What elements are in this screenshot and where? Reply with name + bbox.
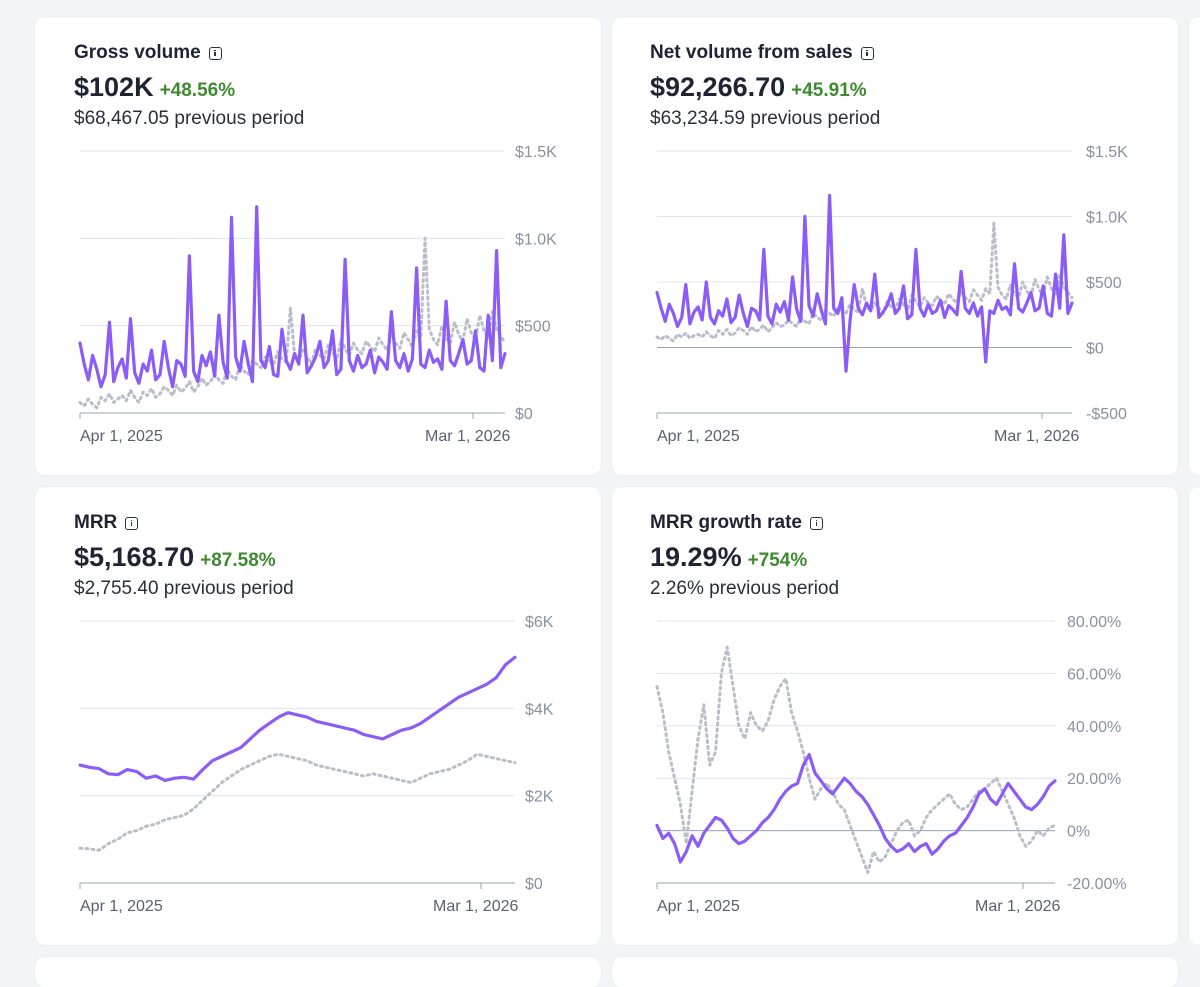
- series-previous-line: [655, 645, 1057, 874]
- y-tick-label: $6K: [525, 614, 554, 631]
- y-tick-label: $500: [1086, 275, 1122, 292]
- chart-net-volume[interactable]: $1.5K $1.0K $500 $0 -$500 Apr 1, 2025 Mar 1, 2…: [612, 17, 1178, 475]
- y-tick-label: 20.00%: [1067, 771, 1121, 788]
- y-tick-label: $4K: [525, 701, 554, 718]
- card-partial-right-bottom: [1189, 487, 1200, 945]
- series-current-line: [78, 205, 507, 389]
- card-title: MRR growth rate: [650, 512, 823, 534]
- card-title-label: MRR growth rate: [650, 512, 802, 533]
- metric-row: $102K +48.56%: [74, 72, 235, 103]
- x-tick-label-end: Mar 1, 2026: [994, 428, 1079, 445]
- y-tick-label: $1.5K: [515, 144, 557, 161]
- card-title: MRR: [74, 512, 139, 534]
- metric-delta: +87.58%: [200, 550, 276, 571]
- card-title-label: Net volume from sales: [650, 42, 853, 63]
- previous-period-text: 2.26% previous period: [650, 578, 840, 599]
- card-partial-bottom-right: [612, 957, 1178, 987]
- x-tick-label-start: Apr 1, 2025: [657, 898, 740, 915]
- x-tick-label-end: Mar 1, 2026: [433, 898, 518, 915]
- series-current-line: [655, 753, 1057, 864]
- y-tick-label: -20.00%: [1067, 876, 1127, 893]
- x-tick-label-end: Mar 1, 2026: [425, 428, 510, 445]
- chart-mrr[interactable]: $6K $4K $2K $0 Apr 1, 2025 Mar 1, 2026: [35, 487, 601, 945]
- y-tick-label: 40.00%: [1067, 719, 1121, 736]
- chart-gross-volume[interactable]: $1.5K $1.0K $500 $0 Apr 1, 2025 Mar 1, 2026: [35, 17, 601, 475]
- info-icon[interactable]: [810, 516, 823, 530]
- series-current-line: [655, 193, 1074, 373]
- y-tick-label: $1.0K: [515, 231, 557, 248]
- previous-period-text: $68,467.05 previous period: [74, 108, 305, 129]
- y-tick-label: $500: [515, 319, 551, 336]
- info-icon[interactable]: [208, 46, 222, 60]
- metric-row: $92,266.70 +45.91%: [650, 72, 867, 103]
- card-title-label: Gross volume: [74, 42, 201, 63]
- y-tick-label: 80.00%: [1067, 614, 1121, 631]
- x-tick-label-start: Apr 1, 2025: [657, 428, 740, 445]
- x-tick-label-end: Mar 1, 2026: [975, 898, 1060, 915]
- y-tick-label: $0: [515, 406, 533, 423]
- y-tick-label: $1.5K: [1086, 144, 1128, 161]
- previous-period-text: $63,234.59 previous period: [650, 108, 881, 129]
- y-tick-label: 0%: [1067, 824, 1090, 841]
- metric-delta: +48.56%: [159, 80, 236, 101]
- series-previous-line: [655, 221, 1074, 343]
- info-icon[interactable]: [125, 516, 139, 530]
- series-previous-line: [78, 236, 507, 410]
- metric-row: $5,168.70 +87.58%: [74, 542, 276, 573]
- card-mrr: MRR $5,168.70 +87.58% $2,755.40 previous…: [35, 487, 601, 945]
- x-tick-label-start: Apr 1, 2025: [80, 898, 163, 915]
- y-tick-label: $0: [1086, 341, 1104, 358]
- metric-delta: +45.91%: [791, 80, 867, 101]
- metric-delta: +754%: [747, 550, 808, 571]
- metric-value: $5,168.70: [74, 542, 195, 572]
- series-previous-line: [78, 752, 517, 852]
- previous-period-text: $2,755.40 previous period: [74, 578, 294, 599]
- card-gross-volume: Gross volume $102K +48.56% $68,467.05 pr…: [35, 17, 601, 475]
- metric-value: $102K: [74, 72, 154, 102]
- chart-mrr-growth-rate[interactable]: 80.00% 60.00% 40.00% 20.00% 0% -20.00% Apr 1, …: [612, 487, 1178, 945]
- card-mrr-growth-rate: MRR growth rate 19.29% +754% 2.26% previ…: [612, 487, 1178, 945]
- card-partial-right-top: [1189, 17, 1200, 475]
- metric-value: 19.29%: [650, 542, 742, 572]
- metric-row: 19.29% +754%: [650, 542, 807, 573]
- card-title-label: MRR: [74, 512, 118, 533]
- y-tick-label: 60.00%: [1067, 666, 1121, 683]
- x-tick-label-start: Apr 1, 2025: [80, 428, 163, 445]
- card-partial-bottom-left: [35, 957, 601, 987]
- series-current-line: [78, 655, 517, 782]
- y-tick-label: -$500: [1086, 406, 1127, 423]
- y-tick-label: $1.0K: [1086, 210, 1128, 227]
- card-title: Net volume from sales: [650, 42, 874, 64]
- card-title: Gross volume: [74, 42, 222, 64]
- info-icon[interactable]: [860, 46, 874, 60]
- card-net-volume: Net volume from sales $92,266.70 +45.91%…: [612, 17, 1178, 475]
- y-tick-label: $0: [525, 876, 543, 893]
- y-tick-label: $2K: [525, 789, 554, 806]
- metric-value: $92,266.70: [650, 72, 786, 102]
